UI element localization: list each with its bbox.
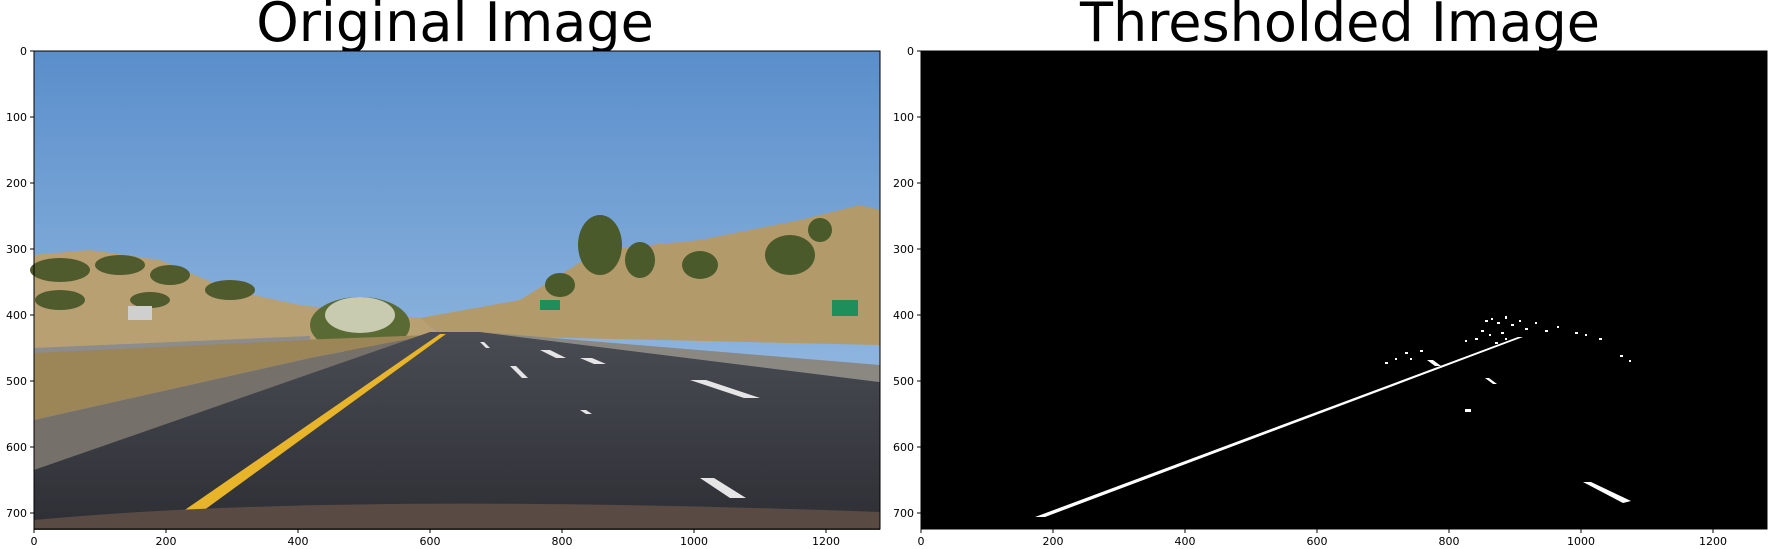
thresholded-y-tick-label: 600 [893, 441, 914, 454]
thresholded-x-axis: 0 200 400 600 800 1000 1200 [918, 529, 1727, 548]
original-image-title: Original Image [256, 0, 654, 54]
thresholded-image-title: Thresholded Image [1080, 0, 1600, 54]
original-x-tick-label: 800 [552, 535, 573, 548]
thresholded-x-tick-label: 200 [1043, 535, 1064, 548]
original-x-tick-label: 0 [31, 535, 38, 548]
original-axes-frame [33, 50, 881, 530]
original-y-tick-label: 700 [6, 507, 27, 520]
original-x-tick-label: 1200 [812, 535, 840, 548]
original-y-tick-label: 500 [6, 375, 27, 388]
thresholded-image-axes: 0 200 400 600 800 1000 1200 0 100 200 30… [893, 45, 1768, 548]
thresholded-image-panel: Thresholded Image [885, 0, 1771, 549]
original-x-tick-label: 1000 [680, 535, 708, 548]
thresholded-x-tick-label: 800 [1439, 535, 1460, 548]
original-y-axis: 0 100 200 300 400 500 600 700 [6, 45, 34, 520]
thresholded-y-axis: 0 100 200 300 400 500 600 700 [893, 45, 921, 520]
original-road-photo [30, 51, 880, 530]
thresholded-x-tick-label: 400 [1175, 535, 1196, 548]
thresholded-y-tick-label: 100 [893, 111, 914, 124]
original-x-tick-label: 400 [288, 535, 309, 548]
thresholded-y-tick-label: 500 [893, 375, 914, 388]
thresholded-x-tick-label: 0 [918, 535, 925, 548]
original-y-tick-label: 0 [20, 45, 27, 58]
thresholded-axes-frame [920, 50, 1768, 530]
original-x-tick-label: 600 [420, 535, 441, 548]
original-image-axes: 0 200 400 600 800 1000 1200 0 100 200 30… [6, 45, 881, 548]
thresholded-y-tick-label: 0 [907, 45, 914, 58]
original-y-tick-label: 600 [6, 441, 27, 454]
original-y-tick-label: 400 [6, 309, 27, 322]
thresholded-y-tick-label: 300 [893, 243, 914, 256]
thresholded-x-tick-label: 1000 [1567, 535, 1595, 548]
original-x-axis: 0 200 400 600 800 1000 1200 [31, 529, 840, 548]
thresholded-binary-image [921, 51, 1767, 529]
thresholded-y-tick-label: 200 [893, 177, 914, 190]
original-y-tick-label: 300 [6, 243, 27, 256]
original-image-panel: Original Image [0, 0, 881, 549]
original-x-tick-label: 200 [156, 535, 177, 548]
thresholded-x-tick-label: 600 [1307, 535, 1328, 548]
original-y-tick-label: 200 [6, 177, 27, 190]
thresholded-y-tick-label: 400 [893, 309, 914, 322]
original-y-tick-label: 100 [6, 111, 27, 124]
thresholded-x-tick-label: 1200 [1699, 535, 1727, 548]
thresholded-y-tick-label: 700 [893, 507, 914, 520]
